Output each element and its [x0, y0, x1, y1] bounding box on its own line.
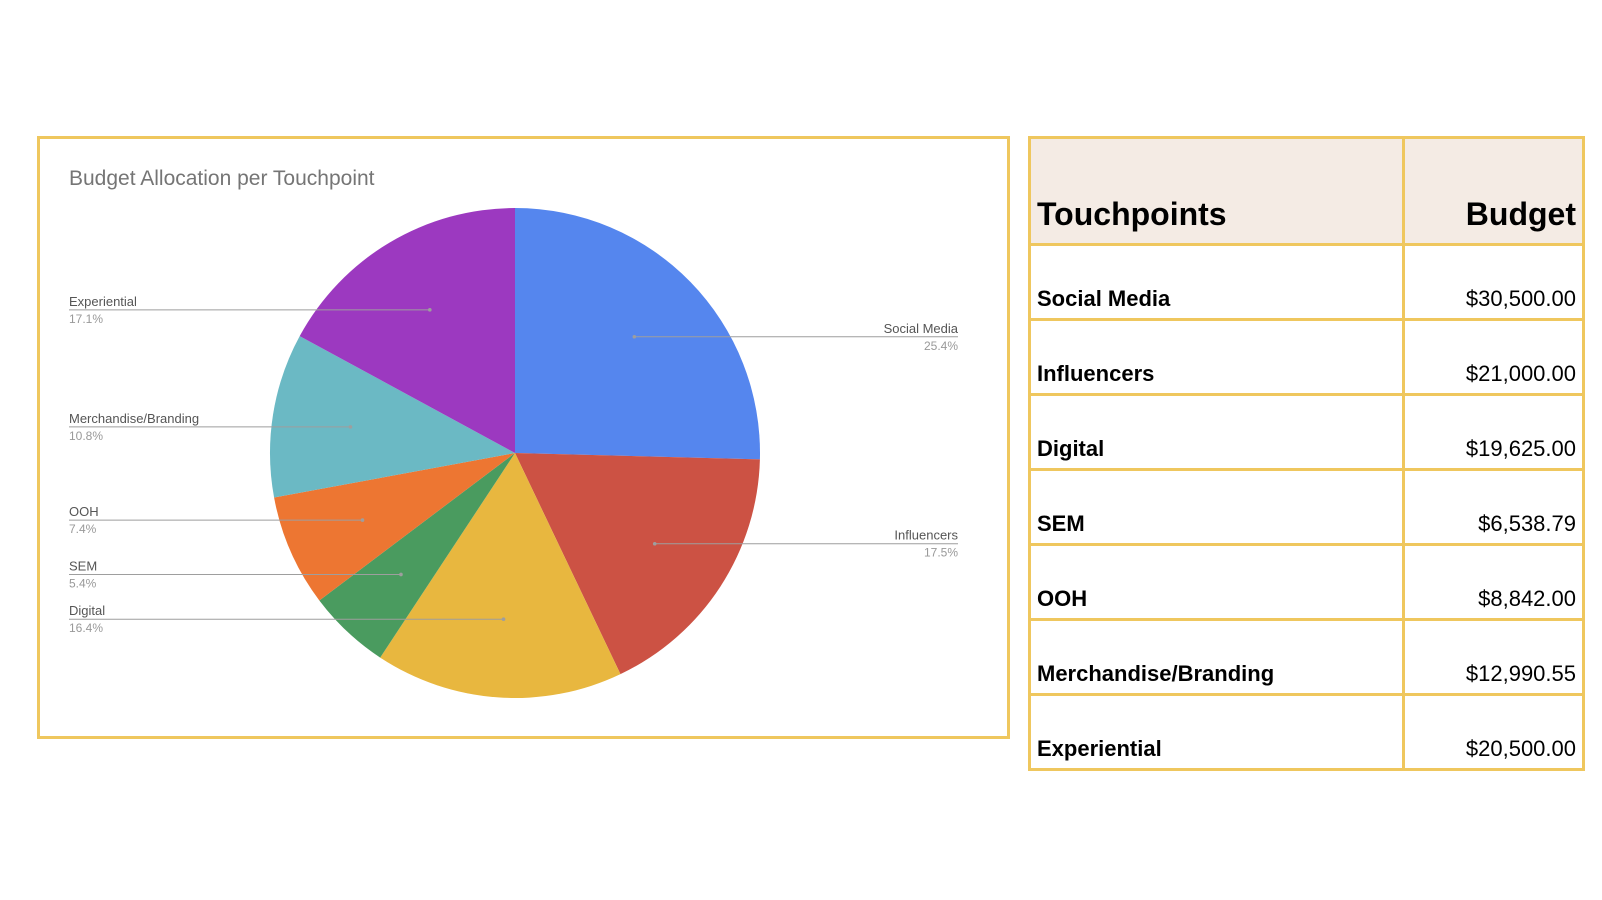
slice-percent: 16.4% [69, 621, 103, 635]
table-row: Merchandise/Branding $12,990.55 [1028, 618, 1585, 696]
header-touchpoints: Touchpoints [1028, 136, 1405, 246]
slice-percent: 5.4% [69, 576, 97, 590]
row-label: Digital [1028, 393, 1405, 471]
row-label: Merchandise/Branding [1028, 618, 1405, 696]
row-value: $12,990.55 [1402, 618, 1585, 696]
leader-dot [360, 518, 365, 522]
leader-dot [348, 425, 353, 429]
budget-table: Touchpoints Budget Social Media $30,500.… [1028, 136, 1585, 771]
pie-slice-digital [380, 453, 621, 698]
row-label: Social Media [1028, 243, 1405, 321]
pie-leader-lines [69, 308, 958, 622]
pie-slice-ooh [274, 453, 515, 601]
pie-slice-merchandise-branding [270, 336, 515, 498]
row-label: Experiential [1028, 693, 1405, 771]
table-header-row: Touchpoints Budget [1028, 136, 1585, 246]
pie-chart-svg: Budget Allocation per Touchpoint Social … [69, 167, 959, 698]
pie-slices [270, 208, 760, 698]
pie-labels: Social Media 25.4% Influencers 17.5% Digital… [69, 294, 959, 635]
slice-label: Social Media [884, 321, 959, 336]
row-value: $21,000.00 [1402, 318, 1585, 396]
pie-chart-panel: Budget Allocation per Touchpoint Social … [37, 136, 1010, 739]
row-value: $6,538.79 [1402, 468, 1585, 546]
row-value: $30,500.00 [1402, 243, 1585, 321]
row-value: $19,625.00 [1402, 393, 1585, 471]
budget-table-panel: Touchpoints Budget Social Media $30,500.… [1028, 136, 1585, 771]
table-row: Digital $19,625.00 [1028, 393, 1585, 471]
row-value: $20,500.00 [1402, 693, 1585, 771]
slice-label: Influencers [894, 528, 958, 543]
pie-slice-sem [319, 453, 515, 658]
slice-label: Experiential [69, 294, 137, 309]
table-row: Influencers $21,000.00 [1028, 318, 1585, 396]
table-row: SEM $6,538.79 [1028, 468, 1585, 546]
row-label: Influencers [1028, 318, 1405, 396]
pie-slice-experiential [299, 208, 515, 453]
slice-label: OOH [69, 504, 99, 519]
pie-slice-social-media [515, 208, 760, 460]
slice-percent: 7.4% [69, 522, 97, 536]
table-row: OOH $8,842.00 [1028, 543, 1585, 621]
slice-percent: 17.5% [924, 546, 958, 560]
chart-title: Budget Allocation per Touchpoint [69, 167, 375, 190]
slice-label: Merchandise/Branding [69, 411, 199, 426]
slice-percent: 10.8% [69, 429, 103, 443]
table-row: Experiential $20,500.00 [1028, 693, 1585, 771]
table-row: Social Media $30,500.00 [1028, 243, 1585, 321]
header-budget: Budget [1402, 136, 1585, 246]
slice-percent: 17.1% [69, 312, 103, 326]
slice-label: Digital [69, 603, 105, 618]
row-label: SEM [1028, 468, 1405, 546]
pie-slice-influencers [515, 453, 760, 675]
row-value: $8,842.00 [1402, 543, 1585, 621]
slice-label: SEM [69, 558, 97, 573]
row-label: OOH [1028, 543, 1405, 621]
slice-percent: 25.4% [924, 339, 958, 353]
leader-dot [399, 572, 403, 577]
